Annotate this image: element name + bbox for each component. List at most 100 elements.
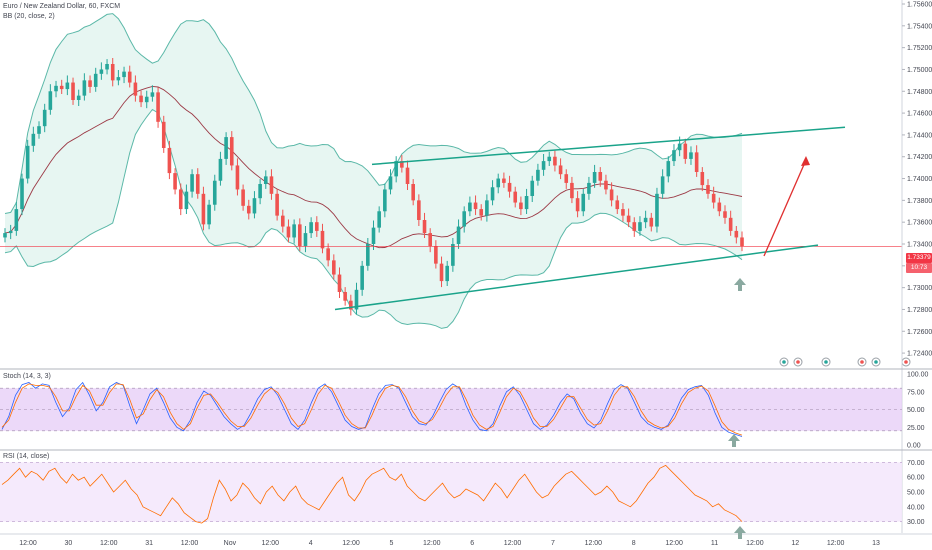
candle-body [14,209,19,231]
candle-body [655,193,659,227]
candle-body [201,193,206,225]
x-tick-label: 8 [632,540,636,547]
rsi-signal-arrow-icon [734,526,746,539]
candle-body [694,152,699,172]
candle-body [8,230,13,234]
bb-band-fill [5,13,742,329]
candle-body [3,233,7,238]
candle-body [292,224,296,238]
candle-body [536,169,540,181]
x-tick-label: 12:00 [746,540,764,547]
y-tick-label: 1.73000 [907,285,932,292]
candle-body [621,209,625,216]
candle-body [643,217,648,223]
y-tick-label: 1.72400 [907,351,932,358]
candle-body [229,137,234,166]
stoch-signal-arrow-icon [728,434,740,447]
candle-body [167,148,172,174]
stoch-y-tick-label: 50.00 [907,407,925,414]
candle-body [218,158,223,181]
candle-body [666,161,671,177]
candle-body [445,265,449,282]
candle-body [252,198,257,214]
candle-body [269,176,274,194]
candle-body [59,85,64,90]
candle-body [598,172,603,181]
y-tick-label: 1.74600 [907,111,932,118]
x-tick-label: 13 [872,540,880,547]
candle-body [473,202,478,210]
rsi-y-tick-label: 70.00 [907,460,925,467]
candle-body [65,82,70,90]
last-price-badge: 1.73379 [906,253,932,263]
rsi-y-tick-label: 60.00 [907,475,925,482]
x-tick-label: 12:00 [19,540,37,547]
bb-lower-band [4,108,743,329]
stoch-y-tick-label: 0.00 [907,443,921,450]
candle-body [156,92,160,122]
y-tick-label: 1.75200 [907,45,932,52]
candle-body [139,95,143,103]
candle-body [150,92,155,97]
candle-body [422,220,427,234]
y-tick-label: 1.72600 [907,329,932,336]
x-tick-label: 12:00 [827,540,845,547]
candle-body [184,191,189,210]
candle-body [638,222,642,231]
candle-body [76,95,81,100]
y-tick-label: 1.75400 [907,23,932,30]
x-tick-label: 12:00 [665,540,683,547]
event-marker-dot-icon [796,360,800,364]
candle-body [615,200,620,210]
stoch-y-tick-label: 25.00 [907,425,925,432]
candle-body [479,209,484,216]
candle-body [405,167,410,184]
rsi-line [1,464,743,524]
x-tick-label: 31 [145,540,153,547]
event-marker-dot-icon [874,360,878,364]
candle-body [54,85,58,92]
candle-body [161,121,166,148]
candle-body [604,180,608,190]
candle-body [575,198,580,212]
candle-body [428,233,432,247]
candle-body [394,161,398,177]
candle-body [632,222,637,231]
candle-body [349,300,353,310]
y-tick-label: 1.75000 [907,67,932,74]
candle-body [207,204,211,225]
candle-body [320,230,325,249]
projection-arrow-line [763,159,807,257]
candle-body [711,193,716,203]
candle-body [451,244,455,266]
candle-body [280,215,285,227]
candle-body [411,184,415,201]
candle-body [689,152,693,159]
candle-body [468,202,472,212]
candle-body [490,187,495,201]
candle-body [723,211,727,218]
candle-body [224,137,228,159]
candle-body [88,80,92,87]
bar-countdown-badge: 10:73 [906,263,932,273]
candle-body [388,176,393,190]
candle-body [303,233,308,247]
candle-body [82,80,87,96]
candle-body [343,292,347,301]
y-tick-label: 1.74200 [907,154,932,161]
channel-lower-line [334,244,819,311]
x-tick-label: 30 [64,540,72,547]
symbol-title: Euro / New Zealand Dollar, 60, FXCM [3,3,121,10]
x-tick-label: 12:00 [262,540,280,547]
buy-signal-arrow-icon [734,278,746,291]
candles-group [3,58,744,316]
y-tick-label: 1.74800 [907,89,932,96]
candle-body [706,185,710,194]
y-tick-label: 1.74400 [907,132,932,139]
candle-body [337,274,342,292]
candle-body [683,143,688,159]
candle-body [298,224,302,247]
candle-body [564,174,569,183]
candle-body [105,64,109,70]
candle-body [581,193,586,212]
